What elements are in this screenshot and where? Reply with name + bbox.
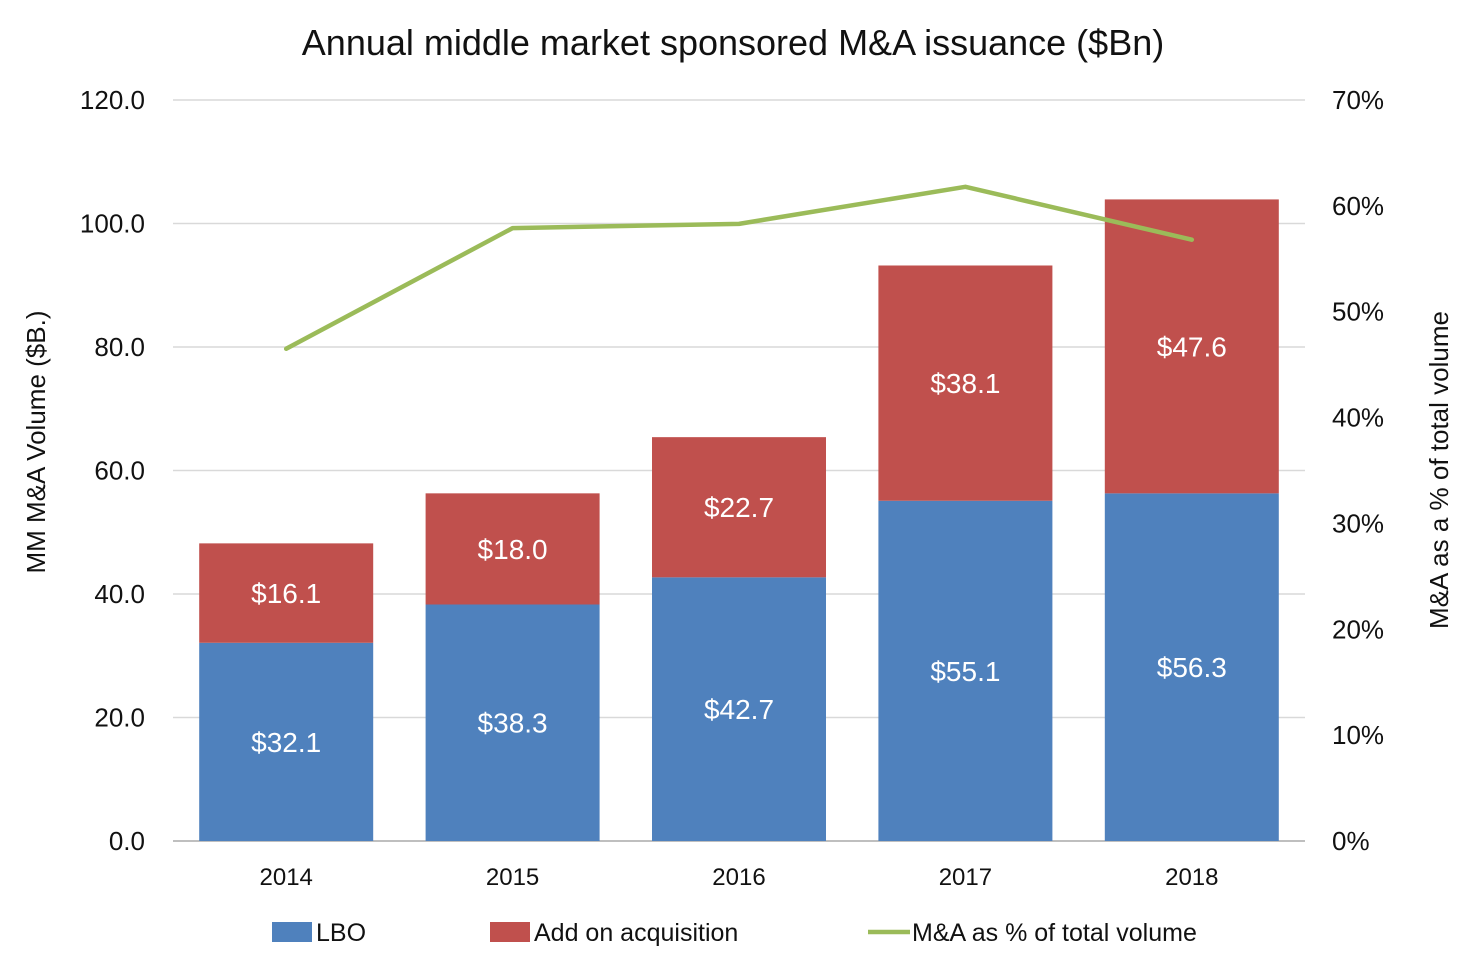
y2-tick-label: 60% bbox=[1332, 191, 1384, 221]
line-series bbox=[283, 184, 1195, 352]
x-tick-label: 2018 bbox=[1165, 864, 1218, 891]
axes: 0.0 20.0 40.0 60.0 80.0 100.0 120.0 0% 10% 20% 30%… bbox=[80, 85, 1384, 891]
legend-swatch bbox=[272, 922, 312, 942]
legend-item-add-on-acquisition: Add on acquisition bbox=[534, 919, 738, 947]
bar-lbo bbox=[878, 500, 1053, 841]
bar-lbo bbox=[652, 577, 826, 841]
legend-item-lbo: LBO bbox=[316, 919, 366, 947]
bar-data-labels: $32.1 $16.1 $38.3 $18.0 $42.7 $22.7 $55.1 $38.1… bbox=[251, 331, 1227, 758]
y2-tick-label: 70% bbox=[1332, 85, 1384, 115]
y-axis-title: MM M&A Volume ($B.) bbox=[21, 311, 51, 574]
bar-data-label: $47.6 bbox=[1157, 331, 1227, 362]
y2-tick-label: 10% bbox=[1332, 720, 1384, 750]
bar-lbo bbox=[425, 604, 600, 841]
y2-tick-label: 0% bbox=[1332, 826, 1370, 856]
bar-lbo bbox=[1104, 493, 1279, 841]
bars bbox=[199, 199, 1279, 841]
y2-tick-label: 20% bbox=[1332, 614, 1384, 644]
bar-data-label: $56.3 bbox=[1157, 652, 1227, 683]
y-tick-label: 0.0 bbox=[109, 826, 145, 856]
legend-swatch bbox=[490, 922, 530, 942]
bar-lbo bbox=[199, 642, 374, 841]
bar-data-label: $32.1 bbox=[251, 727, 321, 758]
y2-axis-title: M&A as a % of total volume bbox=[1424, 311, 1454, 629]
y-tick-label: 120.0 bbox=[80, 85, 145, 115]
bar-add-on-acquisition bbox=[878, 265, 1053, 501]
y-tick-label: 40.0 bbox=[94, 579, 145, 609]
x-tick-label: 2016 bbox=[712, 864, 765, 891]
x-tick-label: 2014 bbox=[260, 864, 313, 891]
bar-add-on-acquisition bbox=[425, 493, 600, 605]
y-tick-label: 20.0 bbox=[94, 703, 145, 733]
y-tick-label: 80.0 bbox=[94, 332, 145, 362]
bar-add-on-acquisition bbox=[199, 543, 374, 643]
x-tick-label: 2017 bbox=[939, 864, 992, 891]
y2-tick-label: 30% bbox=[1332, 508, 1384, 538]
bar-data-label: $22.7 bbox=[704, 492, 774, 523]
y2-tick-label: 40% bbox=[1332, 403, 1384, 433]
y-tick-label: 100.0 bbox=[80, 209, 145, 239]
bar-data-label: $16.1 bbox=[251, 578, 321, 609]
line-ma-percent-of-total bbox=[283, 184, 1195, 352]
bar-add-on-acquisition bbox=[1104, 199, 1279, 494]
y-tick-label: 60.0 bbox=[94, 456, 145, 486]
bar-data-label: $18.0 bbox=[478, 534, 548, 565]
y2-tick-label: 50% bbox=[1332, 297, 1384, 327]
legend-item-ma-percent: M&A as % of total volume bbox=[912, 919, 1197, 947]
bar-add-on-acquisition bbox=[652, 437, 826, 578]
bar-data-label: $42.7 bbox=[704, 694, 774, 725]
bar-data-label: $38.3 bbox=[478, 708, 548, 739]
x-tick-label: 2015 bbox=[486, 864, 539, 891]
bar-data-label: $38.1 bbox=[930, 368, 1000, 399]
legend: LBO Add on acquisition M&A as % of total v… bbox=[272, 919, 1197, 947]
chart-title: Annual middle market sponsored M&A issua… bbox=[302, 22, 1164, 63]
bar-data-label: $55.1 bbox=[930, 656, 1000, 687]
